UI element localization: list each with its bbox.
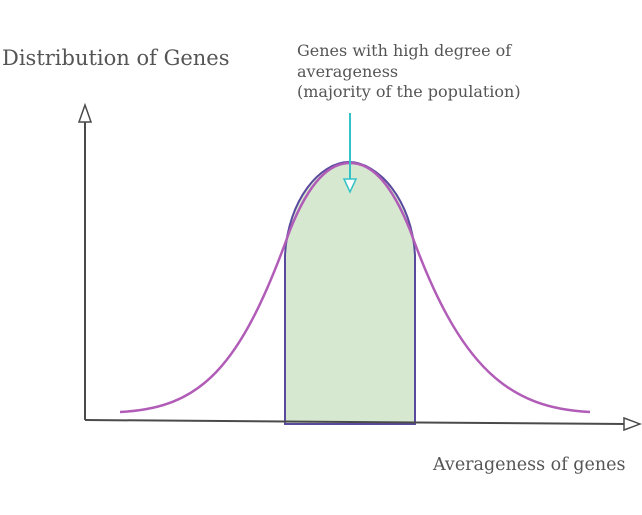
y-axis-title: Distribution of Genes [2, 46, 230, 70]
annotation-line-2: averageness [297, 61, 399, 81]
y-axis-arrow-icon [77, 102, 93, 123]
annotation-line-3: (majority of the population) [297, 82, 521, 101]
x-axis [84, 419, 627, 425]
x-axis-title: Averageness of genes [433, 455, 626, 475]
pointer-arrow-icon [342, 178, 358, 194]
annotation-label: Genes with high degree of averageness (m… [297, 41, 521, 103]
annotation-line-1: Genes with high degree of [297, 41, 512, 60]
x-axis-arrow-icon [623, 416, 642, 432]
